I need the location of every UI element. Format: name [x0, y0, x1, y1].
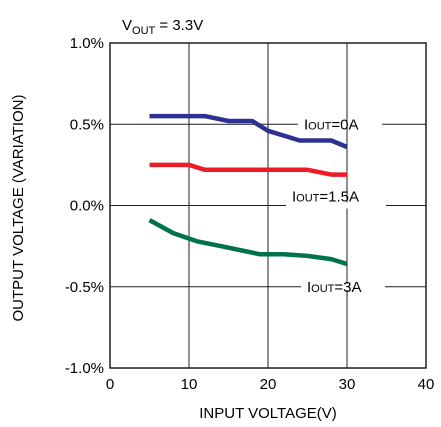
y-tick-label: 0.0% — [70, 198, 104, 215]
series-line-2 — [148, 218, 348, 267]
series-group — [148, 113, 348, 267]
series-label-bg — [298, 121, 382, 128]
series-label-2: IOUT=3A — [307, 279, 362, 296]
x-tick-label: 0 — [106, 376, 114, 393]
y-tick-label: -1.0% — [65, 360, 104, 377]
series-label-bg — [301, 283, 385, 290]
series-line-1 — [149, 162, 347, 177]
y-tick-label: -0.5% — [65, 279, 104, 296]
x-tick-label: 20 — [260, 376, 277, 393]
y-tick-label: 1.0% — [70, 35, 104, 52]
series-label-1: IOUT=1.5A — [292, 189, 359, 206]
x-tick-label: 10 — [181, 376, 198, 393]
x-axis-label: INPUT VOLTAGE(V) — [199, 405, 337, 422]
series-label-0: IOUT=0A — [304, 116, 359, 133]
x-tick-label: 40 — [418, 376, 435, 393]
tick-labels: 0 10 20 30 40 1.0% 0.5% 0.0% -0.5% -1.0% — [65, 35, 435, 393]
plot-frame — [109, 42, 427, 369]
series-line-0 — [149, 113, 348, 150]
series-label-bg — [286, 202, 386, 209]
x-tick-label: 30 — [339, 376, 356, 393]
chart-title-rest: = 3.3V — [155, 17, 203, 34]
chart-title: VOUT = 3.3V — [122, 17, 203, 37]
series-labels: IOUT=0A IOUT=1.5A IOUT=3A — [286, 116, 386, 296]
chart-title-main: V — [122, 17, 132, 34]
chart-title-sub: OUT — [132, 25, 156, 37]
y-axis-label: OUTPUT VOLTAGE (VARIATION) — [10, 95, 27, 322]
y-tick-label: 0.5% — [70, 116, 104, 133]
